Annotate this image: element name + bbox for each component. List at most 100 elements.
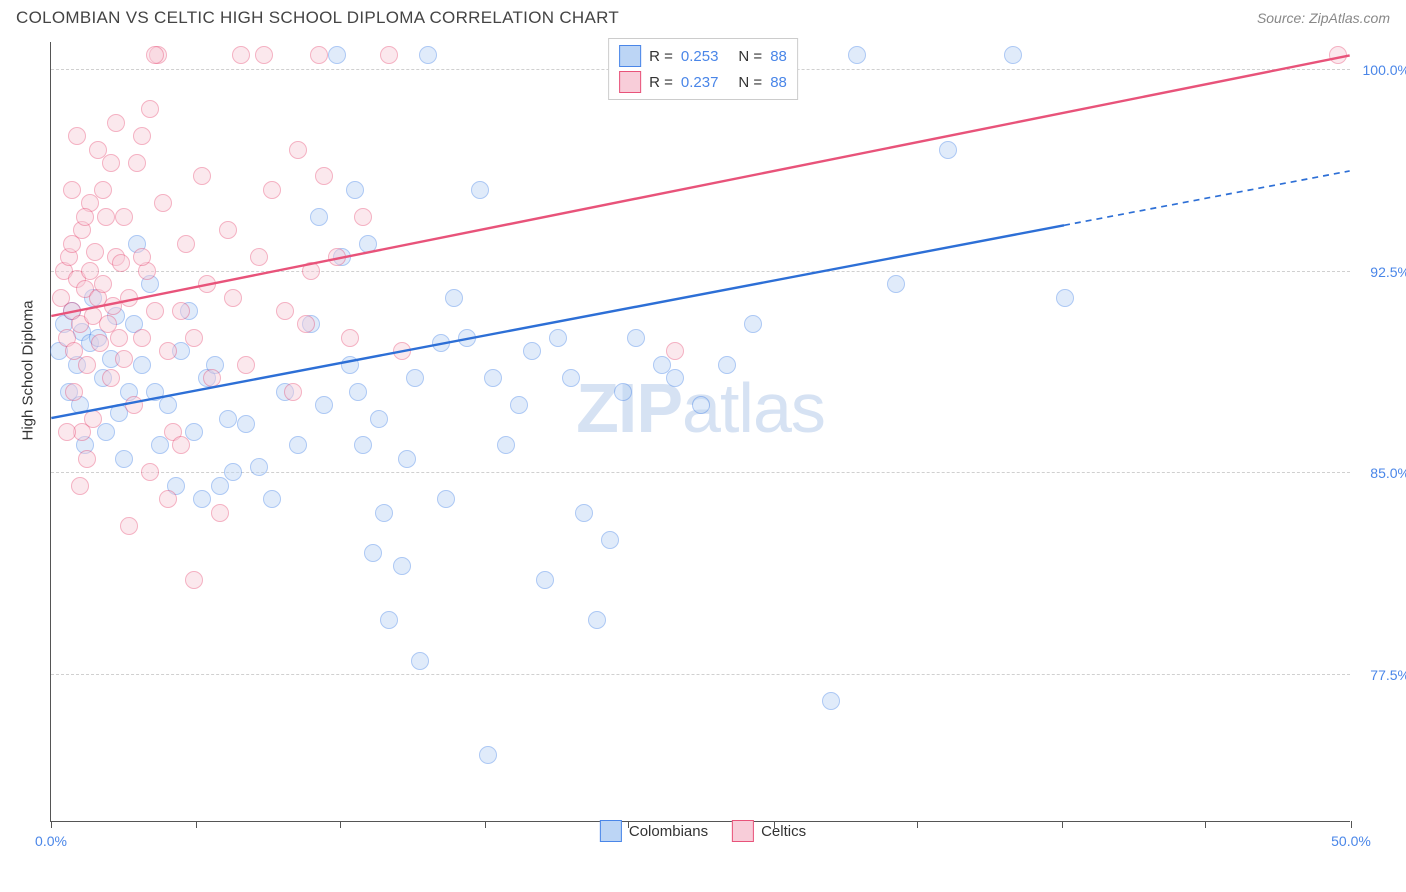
x-tick [1062, 821, 1063, 828]
data-point [315, 167, 333, 185]
data-point [94, 181, 112, 199]
data-point [154, 194, 172, 212]
data-point [128, 154, 146, 172]
data-point [211, 477, 229, 495]
data-point [523, 342, 541, 360]
data-point [141, 463, 159, 481]
gridline: 85.0% [51, 472, 1350, 473]
data-point [125, 396, 143, 414]
data-point [141, 100, 159, 118]
data-point [112, 254, 130, 272]
data-point [341, 329, 359, 347]
swatch-celtics-bottom [732, 820, 754, 842]
data-point [822, 692, 840, 710]
x-tick [485, 821, 486, 828]
data-point [370, 410, 388, 428]
data-point [614, 383, 632, 401]
data-point [219, 410, 237, 428]
data-point [115, 350, 133, 368]
data-point [497, 436, 515, 454]
data-point [211, 504, 229, 522]
data-point [364, 544, 382, 562]
data-point [744, 315, 762, 333]
data-point [718, 356, 736, 374]
data-point [588, 611, 606, 629]
data-point [198, 275, 216, 293]
x-tick-label: 50.0% [1331, 833, 1371, 849]
data-point [94, 275, 112, 293]
data-point [297, 315, 315, 333]
data-point [115, 208, 133, 226]
data-point [263, 181, 281, 199]
plot-area: ZIPatlas 77.5%85.0%92.5%100.0%0.0%50.0% [50, 42, 1350, 822]
data-point [224, 463, 242, 481]
data-point [393, 557, 411, 575]
data-point [203, 369, 221, 387]
x-tick [1351, 821, 1352, 828]
data-point [250, 458, 268, 476]
data-point [159, 490, 177, 508]
legend-item-celtics: Celtics [732, 820, 806, 842]
data-point [1004, 46, 1022, 64]
data-point [284, 383, 302, 401]
data-point [349, 383, 367, 401]
data-point [289, 141, 307, 159]
data-point [328, 248, 346, 266]
x-tick-label: 0.0% [35, 833, 67, 849]
data-point [91, 334, 109, 352]
data-point [97, 423, 115, 441]
data-point [185, 423, 203, 441]
data-point [848, 46, 866, 64]
data-point [289, 436, 307, 454]
data-point [419, 46, 437, 64]
data-point [63, 181, 81, 199]
data-point [133, 329, 151, 347]
data-point [354, 436, 372, 454]
data-point [237, 356, 255, 374]
legend-item-colombians: Colombians [600, 820, 708, 842]
legend-correlation: R = 0.253 N = 88 R = 0.237 N = 88 [608, 38, 798, 100]
data-point [177, 235, 195, 253]
data-point [102, 369, 120, 387]
gridline: 77.5% [51, 674, 1350, 675]
data-point [1329, 46, 1347, 64]
data-point [666, 342, 684, 360]
y-axis-title: High School Diploma [20, 300, 37, 440]
legend-series: Colombians Celtics [600, 820, 806, 842]
data-point [445, 289, 463, 307]
data-point [151, 436, 169, 454]
data-point [185, 571, 203, 589]
data-point [172, 436, 190, 454]
y-tick-label: 77.5% [1355, 667, 1406, 683]
data-point [315, 396, 333, 414]
data-point [193, 167, 211, 185]
data-point [159, 396, 177, 414]
x-tick [196, 821, 197, 828]
data-point [146, 46, 164, 64]
data-point [1056, 289, 1074, 307]
data-point [102, 154, 120, 172]
data-point [71, 477, 89, 495]
data-point [939, 141, 957, 159]
data-point [549, 329, 567, 347]
data-point [479, 746, 497, 764]
data-point [115, 450, 133, 468]
y-tick-label: 92.5% [1355, 264, 1406, 280]
legend-row-celtics: R = 0.237 N = 88 [619, 69, 787, 95]
x-tick [340, 821, 341, 828]
data-point [601, 531, 619, 549]
data-point [666, 369, 684, 387]
data-point [237, 415, 255, 433]
data-point [276, 302, 294, 320]
y-tick-label: 85.0% [1355, 465, 1406, 481]
swatch-colombians-bottom [600, 820, 622, 842]
data-point [120, 289, 138, 307]
data-point [185, 329, 203, 347]
data-point [627, 329, 645, 347]
data-point [375, 504, 393, 522]
data-point [302, 262, 320, 280]
data-point [458, 329, 476, 347]
data-point [562, 369, 580, 387]
data-point [133, 127, 151, 145]
data-point [263, 490, 281, 508]
